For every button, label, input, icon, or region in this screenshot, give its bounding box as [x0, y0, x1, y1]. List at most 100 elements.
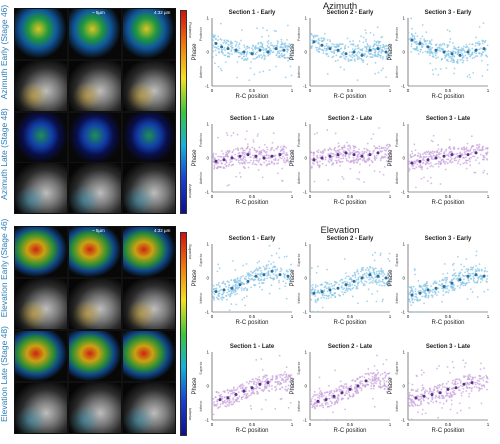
data-point: [388, 157, 390, 160]
data-point: [385, 160, 388, 162]
data-point: [476, 296, 479, 298]
data-point: [413, 38, 416, 40]
data-point: [384, 376, 386, 379]
data-point: [480, 52, 482, 55]
data-point: [224, 405, 227, 407]
data-point: [486, 55, 489, 58]
data-point: [318, 376, 321, 379]
data-point: [385, 391, 388, 393]
data-point: [476, 149, 479, 151]
data-point: [367, 269, 370, 272]
data-point: [469, 160, 471, 163]
data-point: [347, 160, 350, 163]
data-point: [259, 274, 262, 277]
data-point: [386, 272, 389, 275]
data-point: [254, 52, 257, 55]
data-point: [437, 287, 440, 290]
data-point: [240, 39, 242, 42]
y-tick-label: 1: [402, 16, 405, 21]
data-point: [339, 161, 342, 163]
data-point: [378, 127, 381, 129]
data-point: [240, 281, 242, 284]
data-point: [237, 391, 240, 394]
data-point: [249, 404, 252, 407]
data-point: [384, 385, 387, 388]
data-point: [253, 383, 255, 386]
data-point: [280, 41, 283, 43]
data-point: [314, 286, 317, 288]
data-point: [230, 134, 233, 137]
data-point: [356, 177, 359, 180]
data-point: [426, 180, 429, 182]
data-point: [318, 39, 321, 42]
data-point: [440, 58, 443, 61]
data-point: [421, 295, 424, 298]
data-point: [349, 40, 351, 43]
data-point: [375, 382, 378, 385]
y-tick-label: -1: [205, 84, 209, 89]
data-point: [248, 148, 251, 151]
y-axis-label: Phase: [192, 269, 198, 287]
data-point: [358, 52, 361, 54]
y-axis-label: Phase: [192, 149, 198, 167]
data-point: [325, 287, 328, 290]
micrograph-r2-anatomy-c1: [14, 162, 68, 214]
micrograph-r3-map-c2: [68, 226, 122, 278]
data-point: [366, 276, 368, 279]
data-point: [228, 183, 230, 186]
data-point: [439, 50, 442, 53]
binned-point: [450, 153, 454, 157]
micrograph-r2-map-c2: [68, 112, 122, 164]
data-point: [213, 167, 216, 170]
y-tick-label: 1: [206, 16, 209, 21]
data-point: [289, 375, 291, 378]
data-point: [373, 405, 376, 408]
data-point: [219, 166, 222, 168]
data-point: [410, 418, 413, 421]
data-point: [318, 164, 321, 167]
data-point: [338, 148, 341, 151]
data-point: [368, 156, 370, 159]
data-point: [452, 262, 455, 265]
data-point: [283, 43, 286, 46]
data-point: [416, 163, 419, 166]
data-point: [277, 50, 280, 53]
data-point: [442, 294, 445, 296]
data-point: [424, 50, 427, 53]
data-point: [387, 283, 390, 286]
micrograph-r1-anatomy-c2: [68, 60, 122, 112]
data-point: [266, 277, 269, 280]
data-point: [377, 41, 380, 43]
data-point: [429, 40, 431, 43]
data-point: [467, 279, 470, 282]
data-point: [438, 383, 441, 386]
data-point: [452, 47, 455, 50]
data-point: [212, 154, 215, 157]
data-point: [257, 153, 260, 156]
data-point: [387, 49, 390, 52]
data-point: [216, 270, 219, 273]
data-point: [258, 47, 261, 50]
data-point: [258, 267, 261, 270]
data-point: [475, 264, 477, 267]
data-point: [289, 65, 292, 68]
data-point: [275, 54, 278, 57]
data-point: [486, 377, 489, 380]
data-point: [429, 289, 432, 292]
data-point: [336, 43, 339, 46]
data-point: [454, 383, 457, 386]
data-point: [290, 74, 293, 77]
data-point: [255, 383, 258, 386]
data-point: [313, 152, 315, 154]
data-point: [245, 53, 248, 56]
data-point: [245, 59, 248, 62]
data-point: [463, 146, 466, 149]
data-point: [386, 47, 388, 50]
data-point: [257, 169, 260, 171]
binned-point: [230, 156, 234, 160]
data-point: [420, 156, 423, 159]
data-point: [346, 392, 349, 395]
data-point: [371, 378, 374, 380]
data-point: [276, 380, 279, 383]
